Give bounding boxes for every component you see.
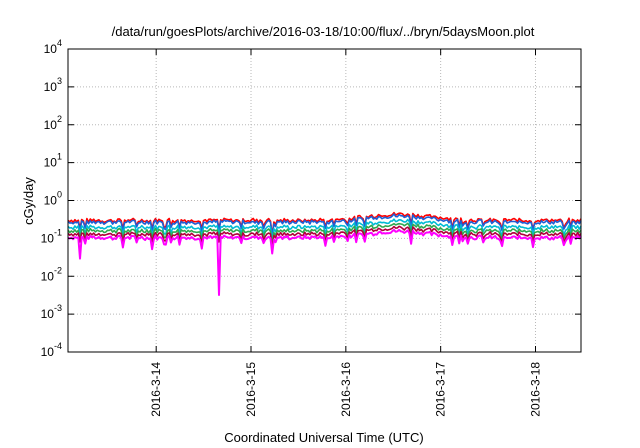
y-tick-label: 102	[44, 114, 62, 132]
y-tick-label: 104	[44, 38, 62, 56]
x-axis: 2016-3-14 2016-3-15 2016-3-16 2016-3-17 2016…	[149, 49, 542, 417]
x-tick-label: 2016-3-18	[528, 362, 542, 417]
chart-title: /data/run/goesPlots/archive/2016-03-18/1…	[112, 24, 535, 39]
plot-frame	[67, 48, 582, 353]
x-tick-label: 2016-3-14	[149, 362, 163, 417]
y-axis-label: cGy/day	[21, 177, 36, 225]
series-line-3	[67, 218, 582, 243]
grid	[68, 49, 581, 352]
x-tick-label: 2016-3-17	[434, 362, 448, 417]
y-tick-label: 10-1	[41, 227, 62, 245]
x-tick-label: 2016-3-16	[339, 362, 353, 417]
series-line-4	[67, 222, 582, 246]
x-tick-label: 2016-3-15	[244, 362, 258, 417]
y-tick-label: 10-2	[41, 265, 62, 283]
y-tick-label: 101	[44, 152, 62, 170]
series-line-2	[67, 213, 582, 237]
series-line-6	[67, 228, 582, 296]
x-axis-label: Coordinated Universal Time (UTC)	[224, 430, 423, 445]
y-tick-label: 100	[44, 190, 62, 208]
y-tick-label: 103	[44, 76, 62, 94]
y-axis: 10-4 10-3 10-2 10-1 100 101 102 103 104	[41, 38, 581, 359]
y-tick-label: 10-4	[41, 341, 62, 359]
y-tick-label: 10-3	[41, 303, 62, 321]
series-group	[67, 211, 582, 296]
